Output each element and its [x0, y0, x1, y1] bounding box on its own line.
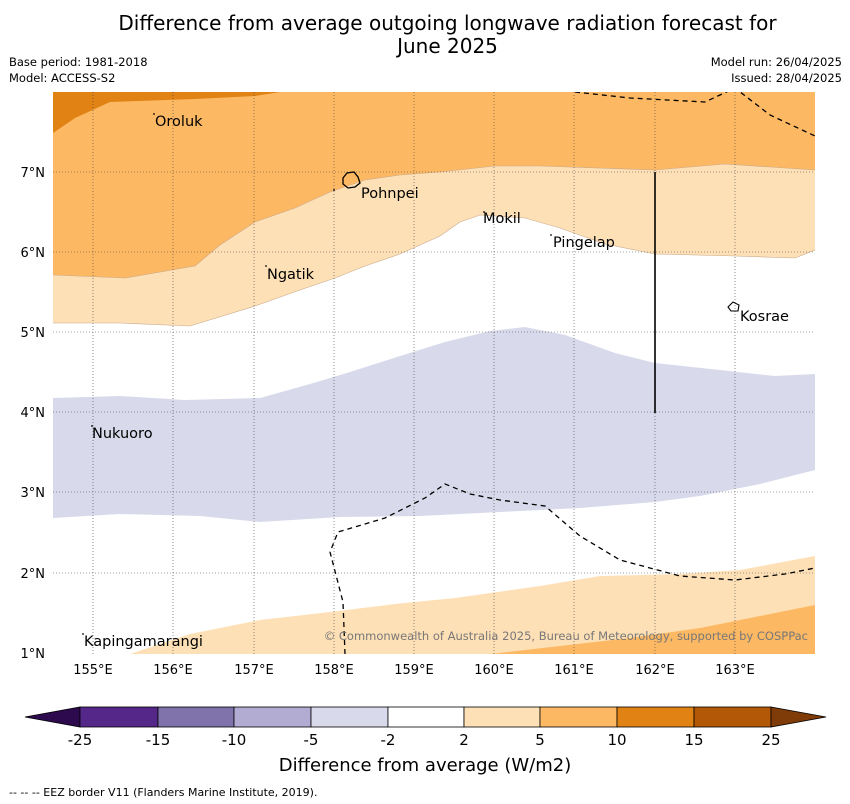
lon-160e: 160°E: [474, 663, 514, 678]
colorbar-tick-7: 5: [535, 731, 545, 749]
colorbar-segment-4: [310, 706, 389, 728]
colorbar-tick-4: -5: [303, 731, 319, 749]
lon-163e: 163°E: [715, 663, 755, 678]
lat-7n: 7°N: [21, 166, 46, 181]
colorbar-tick-3: -10: [221, 731, 247, 749]
lat-5n: 5°N: [21, 326, 46, 341]
colorbar-tick-10: 25: [761, 731, 781, 749]
place-pingelap: Pingelap: [553, 235, 615, 251]
colorbar-segment-1: [79, 706, 159, 728]
anomaly-5-10-north: [53, 92, 815, 278]
place-pohnpei: Pohnpei: [361, 186, 419, 202]
colorbar-segment-6: [463, 706, 541, 728]
lat-3n: 3°N: [21, 486, 46, 501]
kosrae-island: [727, 301, 740, 312]
lat-labels: 7°N 6°N 5°N 4°N 3°N 2°N 1°N: [21, 166, 46, 662]
lat-2n: 2°N: [21, 567, 46, 582]
anomaly-neg2-neg5: [53, 327, 815, 522]
anomaly-5-10-south: [490, 605, 815, 654]
chart-title: Difference from average outgoing longwav…: [0, 12, 850, 58]
lon-155e: 155°E: [73, 663, 113, 678]
base-period: Base period: 1981-2018: [9, 55, 148, 69]
lon-156e: 156°E: [153, 663, 193, 678]
issued-date: Issued: 28/04/2025: [731, 71, 842, 85]
lon-162e: 162°E: [635, 663, 675, 678]
place-ngatik: Ngatik: [267, 267, 315, 283]
colorbar-segment-2: [157, 706, 235, 728]
lon-labels: 155°E 156°E 157°E 158°E 159°E 160°E 161°…: [73, 663, 755, 678]
anomaly-2-5-south: [130, 556, 815, 654]
place-kosrae: Kosrae: [740, 309, 789, 325]
place-mokil: Mokil: [483, 211, 521, 227]
lat-4n: 4°N: [21, 406, 46, 421]
map-area: [53, 92, 815, 654]
pohnpei-island: [342, 171, 361, 189]
colorbar-min-arrow: [24, 706, 81, 728]
colorbar-segment-5: [387, 706, 465, 728]
meta-left: Base period: 1981-2018 Model: ACCESS-S2: [9, 54, 148, 86]
lon-158e: 158°E: [314, 663, 354, 678]
lon-159e: 159°E: [394, 663, 434, 678]
colorbar-segment-3: [233, 706, 312, 728]
grid-lines: [53, 92, 815, 654]
colorbar-tick-9: 15: [684, 731, 704, 749]
colorbar-tick-1: -25: [67, 731, 93, 749]
place-nukuoro: Nukuoro: [92, 426, 153, 442]
contour-lines: [53, 163, 815, 327]
colorbar-segment-9: [693, 706, 772, 728]
model-name: Model: ACCESS-S2: [9, 71, 116, 85]
colorbar-max-arrow: [770, 706, 827, 728]
colorbar-segment-8: [616, 706, 695, 728]
colorbar-title: Difference from average (W/m2): [278, 755, 572, 776]
colorbar-tick-5: -2: [380, 731, 396, 749]
place-kapingamarangi: Kapingamarangi: [84, 634, 203, 650]
model-run: Model run: 26/04/2025: [710, 55, 842, 69]
lon-157e: 157°E: [234, 663, 274, 678]
place-oroluk: Oroluk: [155, 114, 203, 130]
colorbar-tick-8: 10: [607, 731, 627, 749]
atoll-markers: [82, 113, 552, 635]
eez-footnote: -- -- -- EEZ border V11 (Flanders Marine…: [9, 786, 318, 799]
colorbar-tick-2: -15: [145, 731, 171, 749]
meta-right: Model run: 26/04/2025 Issued: 28/04/2025: [711, 54, 842, 86]
lat-1n: 1°N: [21, 647, 46, 662]
copyright-text: © Commonwealth of Australia 2025, Bureau…: [323, 629, 808, 643]
lat-6n: 6°N: [21, 246, 46, 261]
colorbar-tick-6: 2: [459, 731, 469, 749]
colorbar-segment-7: [539, 706, 618, 728]
lon-161e: 161°E: [554, 663, 594, 678]
title-line-1: Difference from average outgoing longwav…: [118, 11, 777, 35]
title-line-2: June 2025: [397, 34, 498, 58]
place-labels: Oroluk Pohnpei Mokil Pingelap Ngatik Kos…: [84, 114, 789, 650]
colorbar: [24, 706, 827, 728]
anomaly-10-15-north: [53, 92, 280, 133]
eez-borders: [329, 92, 815, 654]
